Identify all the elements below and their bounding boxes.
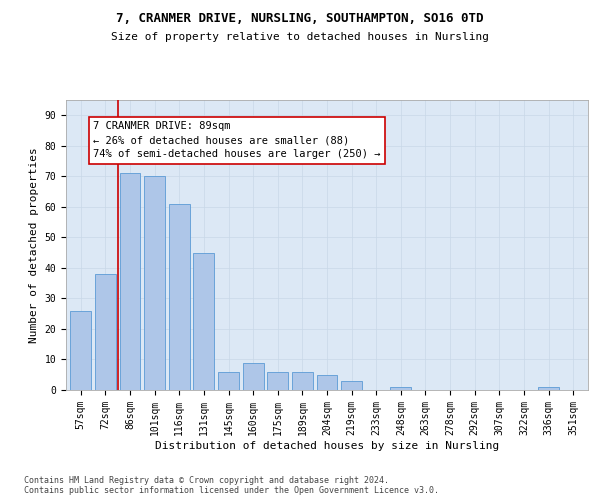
Bar [391, 387, 412, 390]
Bar [341, 381, 362, 390]
Bar [169, 204, 190, 390]
Bar [242, 362, 263, 390]
Bar [193, 252, 214, 390]
Bar [144, 176, 165, 390]
Bar [317, 374, 337, 390]
Bar [119, 174, 140, 390]
X-axis label: Distribution of detached houses by size in Nursling: Distribution of detached houses by size … [155, 440, 499, 450]
Bar [218, 372, 239, 390]
Text: Contains HM Land Registry data © Crown copyright and database right 2024.
Contai: Contains HM Land Registry data © Crown c… [24, 476, 439, 495]
Bar [70, 310, 91, 390]
Text: Size of property relative to detached houses in Nursling: Size of property relative to detached ho… [111, 32, 489, 42]
Bar [267, 372, 288, 390]
Bar [538, 387, 559, 390]
Text: 7 CRANMER DRIVE: 89sqm
← 26% of detached houses are smaller (88)
74% of semi-det: 7 CRANMER DRIVE: 89sqm ← 26% of detached… [93, 122, 380, 160]
Bar [95, 274, 116, 390]
Y-axis label: Number of detached properties: Number of detached properties [29, 147, 39, 343]
Text: 7, CRANMER DRIVE, NURSLING, SOUTHAMPTON, SO16 0TD: 7, CRANMER DRIVE, NURSLING, SOUTHAMPTON,… [116, 12, 484, 26]
Bar [292, 372, 313, 390]
